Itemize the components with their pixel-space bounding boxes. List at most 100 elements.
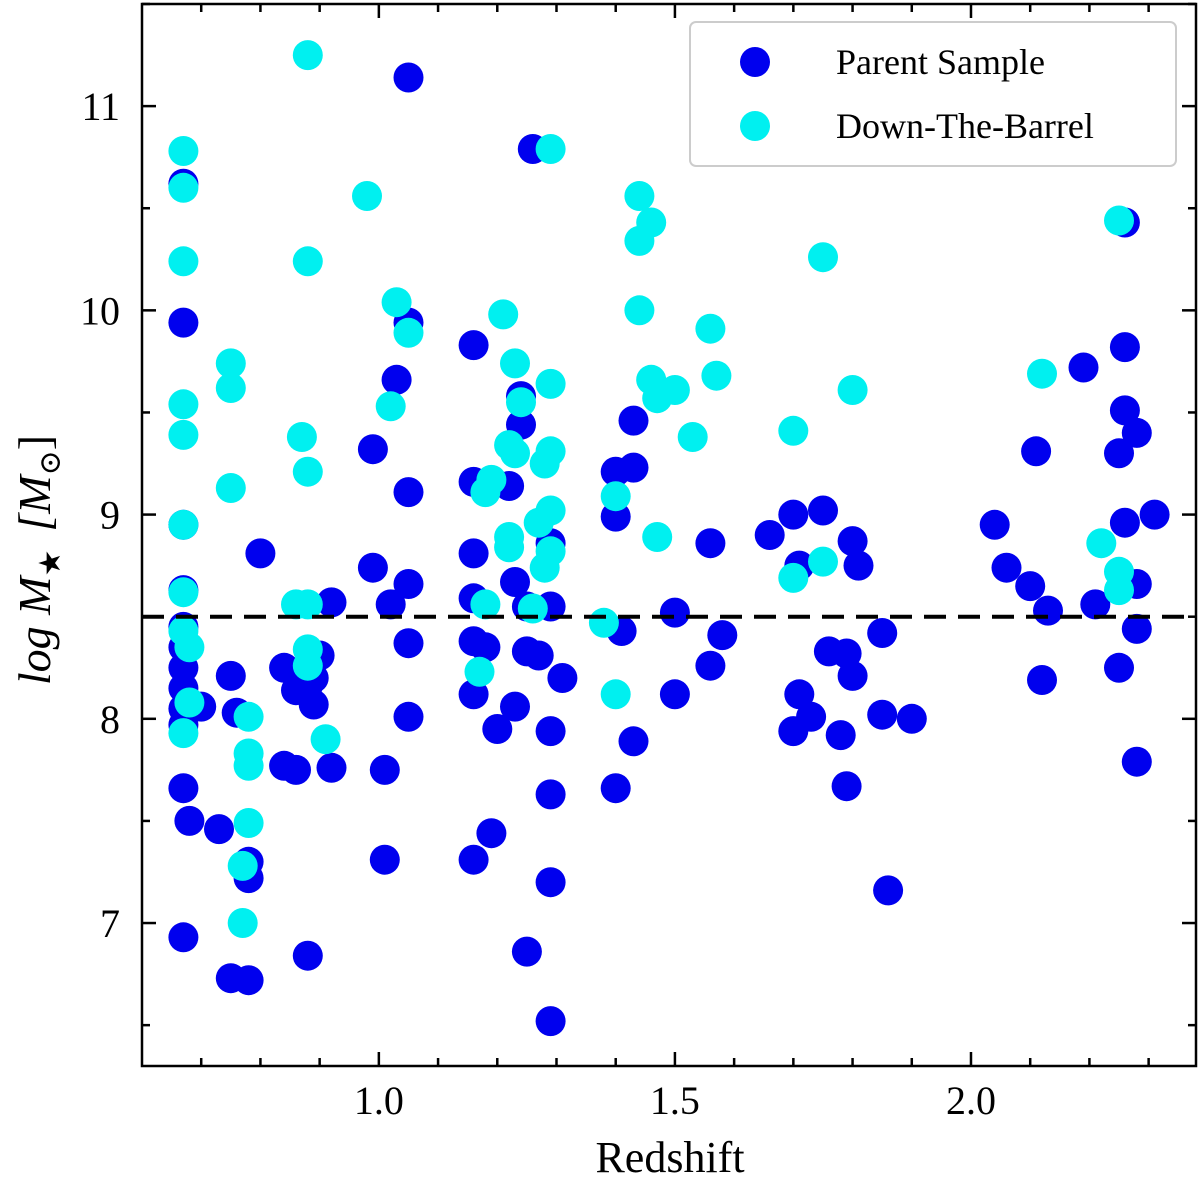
- point-parent-sample-68: [535, 779, 566, 810]
- point-down-the-barrel-33: [488, 299, 519, 330]
- point-parent-sample-102: [979, 509, 1010, 540]
- y-axis-label: log M★ [M⊙]: [9, 435, 67, 685]
- point-down-the-barrel-34: [500, 348, 530, 379]
- point-down-the-barrel-56: [624, 181, 655, 211]
- point-parent-sample-62: [511, 936, 542, 967]
- point-down-the-barrel-51: [529, 552, 560, 583]
- point-down-the-barrel-16: [233, 750, 264, 781]
- point-parent-sample-56: [500, 567, 530, 597]
- point-parent-sample-85: [778, 499, 809, 530]
- point-down-the-barrel-13: [215, 473, 246, 503]
- point-parent-sample-108: [1068, 352, 1099, 383]
- point-down-the-barrel-66: [701, 360, 732, 391]
- point-down-the-barrel-71: [837, 375, 868, 405]
- point-parent-sample-25: [281, 754, 311, 785]
- point-parent-sample-44: [393, 701, 424, 732]
- point-parent-sample-67: [535, 716, 566, 747]
- point-parent-sample-120: [1139, 499, 1170, 530]
- legend-marker-down-the-barrel: [740, 111, 770, 141]
- point-down-the-barrel-42: [464, 656, 495, 687]
- point-down-the-barrel-52: [517, 593, 548, 624]
- y-axis-label-unit-open: [M: [9, 473, 60, 532]
- y-tick-label: 10: [80, 288, 120, 333]
- point-down-the-barrel-4: [168, 419, 199, 450]
- point-parent-sample-11: [174, 805, 205, 836]
- point-parent-sample-114: [1109, 507, 1140, 538]
- legend-marker-parent-sample: [740, 47, 770, 77]
- point-down-the-barrel-30: [381, 287, 412, 318]
- legend: Parent Sample Down-The-Barrel: [689, 21, 1177, 167]
- y-tick-label: 7: [100, 901, 120, 946]
- point-down-the-barrel-47: [529, 448, 560, 479]
- point-down-the-barrel-45: [535, 368, 566, 399]
- point-parent-sample-100: [873, 875, 904, 906]
- point-parent-sample-52: [470, 632, 501, 663]
- point-parent-sample-103: [991, 552, 1022, 583]
- point-parent-sample-71: [547, 663, 578, 693]
- y-tick-label: 9: [100, 493, 120, 538]
- point-down-the-barrel-44: [506, 387, 536, 418]
- point-down-the-barrel-41: [470, 589, 501, 620]
- point-parent-sample-69: [535, 867, 566, 898]
- point-down-the-barrel-17: [233, 808, 264, 838]
- point-down-the-barrel-72: [1027, 358, 1057, 389]
- point-down-the-barrel-59: [624, 295, 655, 326]
- point-parent-sample-35: [369, 754, 400, 785]
- point-down-the-barrel-53: [588, 607, 619, 638]
- x-tick-label: 1.0: [354, 1078, 404, 1123]
- point-parent-sample-107: [1033, 595, 1063, 626]
- point-down-the-barrel-19: [227, 908, 258, 938]
- point-down-the-barrel-6: [168, 577, 199, 608]
- point-down-the-barrel-9: [174, 687, 205, 718]
- y-tick-label: 8: [100, 697, 120, 742]
- point-down-the-barrel-28: [310, 724, 341, 755]
- point-parent-sample-64: [523, 640, 554, 671]
- point-down-the-barrel-27: [292, 650, 323, 681]
- point-parent-sample-54: [482, 714, 513, 744]
- point-down-the-barrel-29: [352, 181, 382, 211]
- point-down-the-barrel-1: [168, 172, 199, 203]
- point-parent-sample-112: [1109, 395, 1140, 426]
- point-parent-sample-97: [831, 771, 862, 802]
- point-down-the-barrel-38: [470, 477, 501, 508]
- point-down-the-barrel-21: [292, 40, 323, 71]
- point-down-the-barrel-65: [695, 313, 726, 344]
- x-tick-label: 1.5: [650, 1078, 700, 1123]
- y-axis-label-main: log M: [9, 574, 60, 685]
- point-parent-sample-27: [298, 689, 329, 720]
- point-parent-sample-98: [867, 618, 898, 648]
- point-parent-sample-53: [476, 818, 507, 849]
- point-parent-sample-106: [1027, 665, 1057, 695]
- point-parent-sample-43: [393, 628, 424, 659]
- point-parent-sample-99: [867, 699, 898, 730]
- plot-frame: [140, 2, 1198, 1068]
- point-parent-sample-95: [843, 550, 874, 581]
- point-down-the-barrel-22: [292, 246, 323, 277]
- point-parent-sample-51: [458, 844, 489, 875]
- point-down-the-barrel-67: [778, 415, 809, 446]
- point-down-the-barrel-23: [286, 422, 317, 452]
- point-down-the-barrel-5: [168, 509, 199, 540]
- y-axis-label-unit-subscript: ⊙: [34, 450, 67, 475]
- y-axis-label-subscript: ★: [34, 550, 67, 577]
- point-down-the-barrel-73: [1086, 528, 1117, 559]
- legend-label-parent-sample: Parent Sample: [836, 42, 1045, 82]
- point-parent-sample-31: [316, 752, 347, 783]
- point-parent-sample-113: [1104, 438, 1134, 469]
- point-parent-sample-45: [458, 330, 489, 361]
- point-parent-sample-33: [357, 434, 388, 465]
- point-parent-sample-88: [784, 679, 815, 710]
- point-parent-sample-50: [458, 679, 489, 710]
- point-down-the-barrel-76: [1104, 575, 1134, 606]
- x-tick-label: 2.0: [946, 1078, 996, 1123]
- point-parent-sample-115: [1104, 652, 1134, 683]
- point-parent-sample-32: [292, 940, 323, 971]
- point-parent-sample-79: [659, 597, 690, 628]
- point-parent-sample-119: [1121, 746, 1152, 777]
- point-down-the-barrel-18: [227, 850, 258, 881]
- point-down-the-barrel-14: [233, 701, 264, 732]
- point-parent-sample-81: [695, 528, 726, 559]
- point-parent-sample-80: [659, 679, 690, 710]
- point-parent-sample-22: [269, 652, 300, 683]
- point-down-the-barrel-54: [600, 481, 631, 512]
